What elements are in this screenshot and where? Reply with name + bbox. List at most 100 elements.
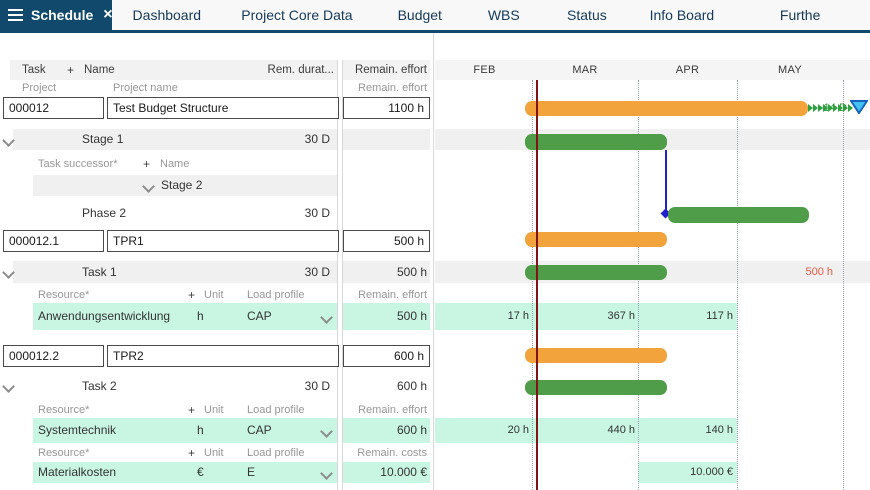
res2-effort: 600 h bbox=[396, 423, 427, 437]
tpr2-name-input[interactable]: TPR2 bbox=[107, 345, 339, 367]
tpr2-id-input[interactable]: 000012.2 bbox=[3, 345, 104, 367]
float-chevrons-icon bbox=[808, 104, 853, 112]
column-gutter-left-line bbox=[337, 60, 338, 490]
res-header1-unit: Unit bbox=[204, 289, 224, 301]
res-header3-unit: Unit bbox=[204, 447, 224, 459]
res2-unit: h bbox=[197, 423, 204, 437]
task1-effort-band bbox=[343, 261, 430, 283]
tab-further[interactable]: Furthe bbox=[779, 7, 821, 23]
table-header-band bbox=[10, 60, 337, 80]
res1-gantt-band bbox=[435, 303, 737, 330]
tab-schedule[interactable]: Schedule × bbox=[0, 0, 113, 30]
tpr1-id-input[interactable]: 000012.1 bbox=[3, 230, 104, 252]
tab-dashboard[interactable]: Dashboard bbox=[132, 7, 202, 23]
stage1-label: Stage 1 bbox=[82, 132, 124, 146]
task1-label: Task 1 bbox=[82, 265, 117, 279]
task2-bar[interactable] bbox=[525, 380, 667, 395]
table-gantt-divider bbox=[433, 33, 434, 490]
add-name-column-button[interactable]: + bbox=[67, 63, 75, 77]
successor-header-label: Task successor* bbox=[38, 158, 118, 170]
add-unit-button-1[interactable]: + bbox=[188, 288, 196, 302]
res2-load-select[interactable]: CAP bbox=[247, 423, 272, 437]
add-successor-button[interactable]: + bbox=[143, 157, 151, 171]
res1-name[interactable]: Anwendungsentwicklung bbox=[38, 309, 171, 323]
stage1-row-band bbox=[13, 129, 337, 150]
phase2-label: Phase 2 bbox=[82, 206, 127, 220]
res2-gantt-band bbox=[435, 418, 737, 443]
res1-month2-value: 367 h bbox=[607, 310, 635, 322]
gantt-header-band bbox=[435, 60, 870, 80]
task1-bar[interactable] bbox=[525, 265, 667, 280]
gridline-may bbox=[737, 80, 738, 490]
task1-row-band bbox=[13, 261, 337, 283]
res3-load-select[interactable]: E bbox=[247, 465, 256, 479]
res2-month3-value: 140 h bbox=[705, 424, 733, 436]
res1-row-band bbox=[33, 303, 337, 330]
close-icon[interactable]: × bbox=[103, 6, 113, 23]
res1-effort-band bbox=[343, 303, 430, 330]
res3-unit: € bbox=[197, 465, 204, 479]
res3-month3-value: 10.000 € bbox=[690, 466, 733, 478]
month-apr: APR bbox=[675, 64, 700, 76]
project-bar[interactable] bbox=[525, 101, 808, 116]
tab-bar-underline bbox=[0, 30, 870, 33]
tpr2-bar[interactable] bbox=[525, 348, 667, 363]
phase2-bar[interactable] bbox=[668, 207, 809, 223]
successor-header-name: Name bbox=[160, 158, 190, 170]
tab-budget[interactable]: Budget bbox=[397, 7, 442, 23]
res1-load-select[interactable]: CAP bbox=[247, 309, 272, 323]
col-rem-duration: Rem. durat... bbox=[267, 64, 334, 76]
project-name-input[interactable]: Test Budget Structure bbox=[107, 97, 339, 119]
project-float-label: -14 D bbox=[820, 102, 847, 114]
successor-connector-line bbox=[665, 150, 667, 214]
res1-unit: h bbox=[197, 309, 204, 323]
tpr1-name-input[interactable]: TPR1 bbox=[107, 230, 339, 252]
res2-name[interactable]: Systemtechnik bbox=[38, 423, 117, 437]
deadline-marker-icon[interactable] bbox=[850, 100, 868, 114]
col-name: Name bbox=[84, 64, 115, 76]
stage1-bar[interactable] bbox=[525, 134, 667, 150]
project-effort-input[interactable]: 1100 h bbox=[343, 97, 430, 119]
tpr1-bar[interactable] bbox=[525, 232, 667, 247]
res2-month2-value: 440 h bbox=[607, 424, 635, 436]
subcol-rem-effort: Remain. effort bbox=[358, 82, 427, 94]
res2-row-band bbox=[33, 418, 337, 443]
tab-project-core-data[interactable]: Project Core Data bbox=[241, 7, 353, 23]
res3-gantt-band bbox=[638, 462, 737, 483]
res-header1-label: Resource* bbox=[38, 289, 90, 301]
column-gutter-right-line bbox=[342, 60, 343, 490]
menu-icon[interactable] bbox=[8, 0, 23, 30]
project-id-input[interactable]: 000012 bbox=[3, 97, 104, 119]
tab-status[interactable]: Status bbox=[567, 7, 607, 23]
tab-bar: Schedule × Dashboard Project Core Data B… bbox=[0, 0, 870, 30]
phase2-duration: 30 D bbox=[304, 206, 330, 220]
task1-effort: 500 h bbox=[396, 265, 427, 279]
add-unit-button-2[interactable]: + bbox=[188, 403, 196, 417]
res2-month1-value: 20 h bbox=[507, 424, 529, 436]
res1-month1-value: 17 h bbox=[507, 310, 529, 322]
res-header3-load: Load profile bbox=[247, 447, 305, 459]
res1-effort: 500 h bbox=[396, 309, 427, 323]
res-header2-label: Resource* bbox=[38, 404, 90, 416]
today-line bbox=[536, 80, 538, 490]
tab-wbs[interactable]: WBS bbox=[487, 7, 520, 23]
subcol-project: Project bbox=[22, 82, 57, 94]
tpr2-effort-input[interactable]: 600 h bbox=[343, 345, 430, 367]
stage2-row-band bbox=[33, 175, 337, 196]
tpr1-effort-input[interactable]: 500 h bbox=[343, 230, 430, 252]
res-header1-load: Load profile bbox=[247, 289, 305, 301]
res1-month3-value: 117 h bbox=[706, 310, 733, 322]
stage2-label: Stage 2 bbox=[161, 178, 203, 192]
add-unit-button-3[interactable]: + bbox=[188, 446, 196, 460]
effort-header-band bbox=[343, 60, 430, 80]
res3-name[interactable]: Materialkosten bbox=[38, 465, 117, 479]
task2-collapse-icon[interactable] bbox=[2, 380, 15, 393]
task1-overload-label: 500 h bbox=[805, 266, 833, 278]
res3-costs: 10.000 € bbox=[380, 465, 427, 479]
col-task: Task bbox=[22, 64, 46, 76]
res-header3-value: Remain. costs bbox=[357, 447, 427, 459]
tab-info-board[interactable]: Info Board bbox=[649, 7, 715, 23]
month-feb: FEB bbox=[473, 64, 496, 76]
gridline-jun bbox=[843, 80, 844, 490]
